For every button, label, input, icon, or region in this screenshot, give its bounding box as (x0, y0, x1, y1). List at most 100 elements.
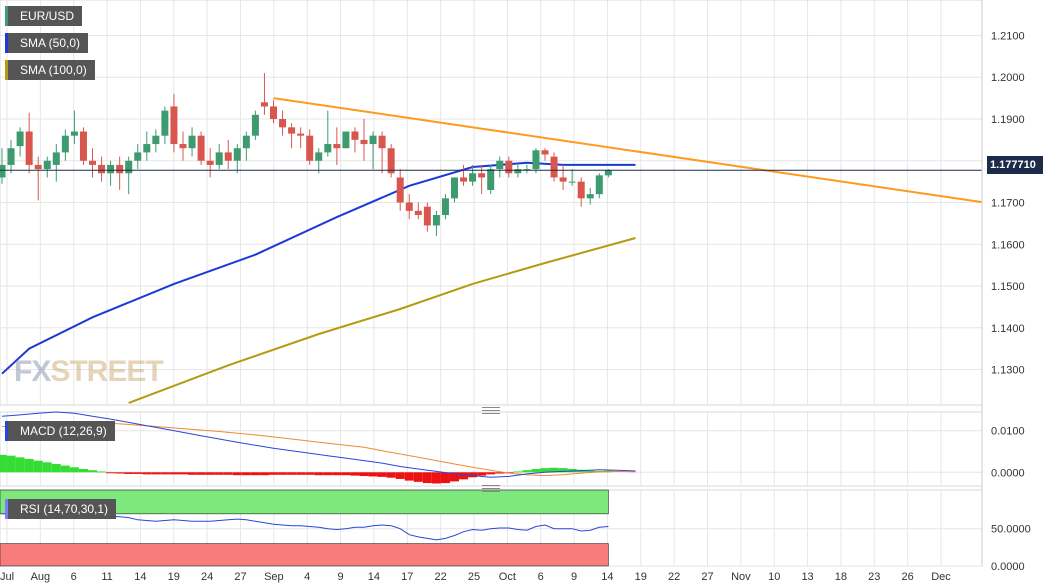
macd-histogram-bar (178, 472, 188, 475)
candle-body (206, 160, 214, 165)
x-tick-label: 26 (902, 571, 914, 583)
sma-50-path (1, 161, 636, 375)
macd-histogram-bar (495, 472, 505, 474)
macd-histogram-bar (332, 472, 342, 476)
macd-histogram-bar (15, 457, 25, 473)
candle-body (324, 144, 332, 153)
macd-histogram-bar (296, 472, 306, 475)
macd-histogram-bar (350, 472, 360, 476)
candle-body (405, 202, 413, 211)
candle-body (604, 170, 612, 176)
sma-50-line (1, 161, 636, 375)
x-tick-label: 24 (201, 571, 213, 583)
candle-body (61, 135, 69, 153)
x-tick-label: 22 (668, 571, 680, 583)
candle-body (224, 152, 232, 161)
candle-body (559, 177, 567, 182)
pane-resize-handle-2[interactable] (482, 485, 500, 492)
candle-body (152, 135, 160, 145)
candle-body (215, 152, 223, 165)
x-tick-label: Jul (0, 571, 14, 583)
rsi-y-tick-label: 50.0000 (991, 524, 1031, 536)
pane-resize-handle-1[interactable] (482, 407, 500, 414)
candle-body (89, 160, 96, 165)
macd-histogram-bar (377, 472, 387, 477)
x-tick-label: 27 (701, 571, 713, 583)
macd-histogram-bar (278, 472, 288, 475)
legend-rsi[interactable]: RSI (14,70,30,1) (5, 499, 117, 519)
macd-histogram-bar (450, 472, 459, 482)
candle-body (360, 139, 368, 145)
legend-sma100[interactable]: SMA (100,0) (5, 60, 95, 80)
macd-histogram-bar (323, 472, 333, 476)
candle-body (16, 131, 24, 147)
x-tick-label: 4 (304, 571, 310, 583)
x-tick-label: 14 (134, 571, 146, 583)
y-tick-label: 1.1400 (991, 323, 1025, 335)
x-tick-label: 9 (571, 571, 577, 583)
macd-histogram-bar (169, 472, 179, 475)
macd-line (1, 411, 636, 478)
macd-histogram-bar (558, 468, 568, 473)
candle-body (297, 133, 305, 136)
macd-histogram-bar (151, 472, 161, 475)
x-tick-label: 19 (168, 571, 180, 583)
macd-histogram-bar (241, 472, 251, 476)
candle-body (288, 127, 296, 134)
current-price-label: 1.177710 (987, 156, 1043, 174)
macd-histogram-bar (477, 472, 487, 476)
trendline (273, 97, 983, 204)
panel-frame (0, 411, 983, 487)
macd-histogram-bar (459, 472, 469, 480)
macd-histogram-bar (33, 460, 43, 473)
candle-body (595, 175, 603, 195)
macd-histogram-bar (223, 472, 233, 475)
x-tick-label: Sep (264, 571, 284, 583)
macd-histogram-bar (232, 472, 242, 476)
candle-body (315, 152, 323, 161)
candle-body (514, 169, 522, 174)
candle-body (532, 150, 540, 170)
macd-histogram-bar (187, 472, 197, 475)
candle-body (98, 164, 106, 174)
y-tick-label: 1.2000 (991, 72, 1025, 84)
candle-body (478, 173, 486, 178)
macd-histogram-bar (341, 472, 351, 476)
macd-histogram-bar (468, 472, 478, 478)
macd-histogram-bar (51, 463, 61, 473)
candle-body (170, 106, 178, 145)
macd-histogram-bar (422, 472, 432, 484)
macd-histogram-bar (513, 471, 523, 473)
legend-macd[interactable]: MACD (12,26,9) (5, 421, 115, 441)
x-tick-label: 14 (368, 571, 380, 583)
x-tick-label: 19 (635, 571, 647, 583)
candle-body (279, 118, 287, 128)
macd-histogram-bar (250, 472, 260, 476)
x-tick-label: 25 (468, 571, 480, 583)
rsi-zones (0, 489, 609, 567)
legend-pair[interactable]: EUR/USD (5, 6, 83, 26)
macd-histogram-bar (142, 472, 152, 475)
x-tick-label: Nov (731, 571, 751, 583)
macd-histogram-bar (0, 454, 7, 473)
candle-body (378, 135, 386, 149)
macd-histogram-bar (413, 472, 423, 482)
legend-sma50[interactable]: SMA (50,0) (5, 33, 89, 53)
x-tick-label: Oct (499, 571, 516, 583)
macd-histogram-bar (78, 468, 88, 473)
candle-body (134, 152, 142, 161)
macd-histogram-bar (486, 472, 496, 475)
candle-body (414, 210, 422, 216)
macd-histogram-bar (404, 472, 414, 481)
axes: 1.21001.20001.19001.18001.17001.16001.15… (0, 0, 1031, 583)
candle-body (25, 131, 33, 165)
candle-body (270, 106, 277, 119)
candle-body (568, 181, 576, 183)
sma-100-line (128, 237, 636, 404)
x-tick-label: 14 (601, 571, 613, 583)
trendline-path (273, 97, 983, 204)
candle-body (233, 148, 241, 161)
candle-body (125, 160, 133, 174)
candle-body (460, 177, 468, 182)
candle-body (188, 135, 196, 149)
